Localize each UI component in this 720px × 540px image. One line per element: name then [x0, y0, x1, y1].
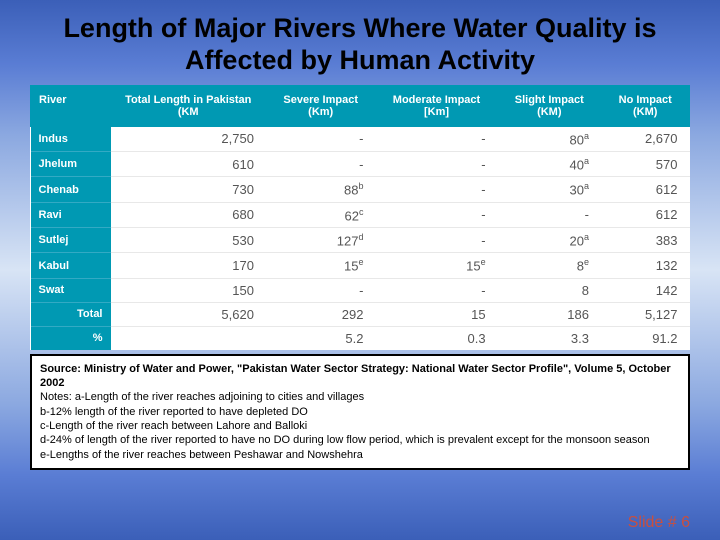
table-cell: -	[375, 177, 497, 202]
table-cell	[111, 326, 266, 350]
table-cell: 150	[111, 278, 266, 302]
table-header-row: RiverTotal Length in Pakistan (KMSevere …	[31, 85, 690, 126]
table-cell: 5,620	[111, 302, 266, 326]
notes-box: Source: Ministry of Water and Power, "Pa…	[30, 354, 690, 470]
row-label: Swat	[31, 278, 111, 302]
page-title: Length of Major Rivers Where Water Quali…	[0, 0, 720, 85]
table-cell: 612	[601, 177, 690, 202]
table-cell: 8e	[498, 253, 601, 278]
table-header-cell: Total Length in Pakistan (KM	[111, 85, 266, 126]
table-header-cell: Slight Impact (KM)	[498, 85, 601, 126]
table-row: Ravi68062c--612	[31, 202, 690, 227]
row-label: Total	[31, 302, 111, 326]
table-cell: 610	[111, 152, 266, 177]
table-row: Swat150--8142	[31, 278, 690, 302]
table-cell: 680	[111, 202, 266, 227]
table-cell: 612	[601, 202, 690, 227]
table-row: Jhelum610--40a570	[31, 152, 690, 177]
table-cell: 292	[266, 302, 376, 326]
table-cell: 15e	[266, 253, 376, 278]
table-row: Total5,620292151865,127	[31, 302, 690, 326]
notes-source: Source: Ministry of Water and Power, "Pa…	[40, 363, 671, 389]
note-line: e-Lengths of the river reaches between P…	[40, 448, 680, 462]
table-cell: 30a	[498, 177, 601, 202]
table-cell: 186	[498, 302, 601, 326]
table-row: Sutlej530127d-20a383	[31, 228, 690, 253]
table-cell: 8	[498, 278, 601, 302]
table-cell: -	[266, 126, 376, 151]
table-header-cell: No Impact (KM)	[601, 85, 690, 126]
table-row: Kabul17015e15e8e132	[31, 253, 690, 278]
table-row: Indus2,750--80a2,670	[31, 126, 690, 151]
table-cell: 15	[375, 302, 497, 326]
table-cell: 730	[111, 177, 266, 202]
table-cell: 40a	[498, 152, 601, 177]
row-label: Jhelum	[31, 152, 111, 177]
slide-number: Slide # 6	[628, 514, 690, 532]
table-cell: 142	[601, 278, 690, 302]
table-cell: 2,670	[601, 126, 690, 151]
table-cell: 570	[601, 152, 690, 177]
row-label: Chenab	[31, 177, 111, 202]
row-label: Kabul	[31, 253, 111, 278]
row-label: Ravi	[31, 202, 111, 227]
table-cell: 127d	[266, 228, 376, 253]
table-cell: 530	[111, 228, 266, 253]
table-cell: 91.2	[601, 326, 690, 350]
table-cell: 5,127	[601, 302, 690, 326]
table-cell: 132	[601, 253, 690, 278]
table-cell: -	[498, 202, 601, 227]
table-row: % 5.20.33.391.2	[31, 326, 690, 350]
table-cell: 2,750	[111, 126, 266, 151]
row-label: Indus	[31, 126, 111, 151]
row-label: %	[31, 326, 111, 350]
table-cell: -	[375, 278, 497, 302]
note-line: c-Length of the river reach between Laho…	[40, 419, 680, 433]
table-cell: 0.3	[375, 326, 497, 350]
table-cell: -	[266, 152, 376, 177]
note-line: b-12% length of the river reported to ha…	[40, 405, 680, 419]
table-cell: -	[375, 228, 497, 253]
note-line: d-24% of length of the river reported to…	[40, 433, 680, 447]
table-cell: 80a	[498, 126, 601, 151]
table-cell: 5.2	[266, 326, 376, 350]
note-line: Notes: a-Length of the river reaches adj…	[40, 390, 680, 404]
table-cell: 3.3	[498, 326, 601, 350]
table-cell: -	[375, 202, 497, 227]
table-cell: 383	[601, 228, 690, 253]
table-header-cell: River	[31, 85, 111, 126]
table-cell: 20a	[498, 228, 601, 253]
table-cell: -	[266, 278, 376, 302]
table-header-cell: Severe Impact (Km)	[266, 85, 376, 126]
table-cell: 88b	[266, 177, 376, 202]
table-cell: -	[375, 152, 497, 177]
rivers-table: RiverTotal Length in Pakistan (KMSevere …	[30, 85, 690, 350]
table-row: Chenab73088b-30a612	[31, 177, 690, 202]
table-cell: 170	[111, 253, 266, 278]
table-header-cell: Moderate Impact [Km]	[375, 85, 497, 126]
table-container: RiverTotal Length in Pakistan (KMSevere …	[0, 85, 720, 350]
row-label: Sutlej	[31, 228, 111, 253]
table-cell: -	[375, 126, 497, 151]
table-cell: 15e	[375, 253, 497, 278]
table-cell: 62c	[266, 202, 376, 227]
